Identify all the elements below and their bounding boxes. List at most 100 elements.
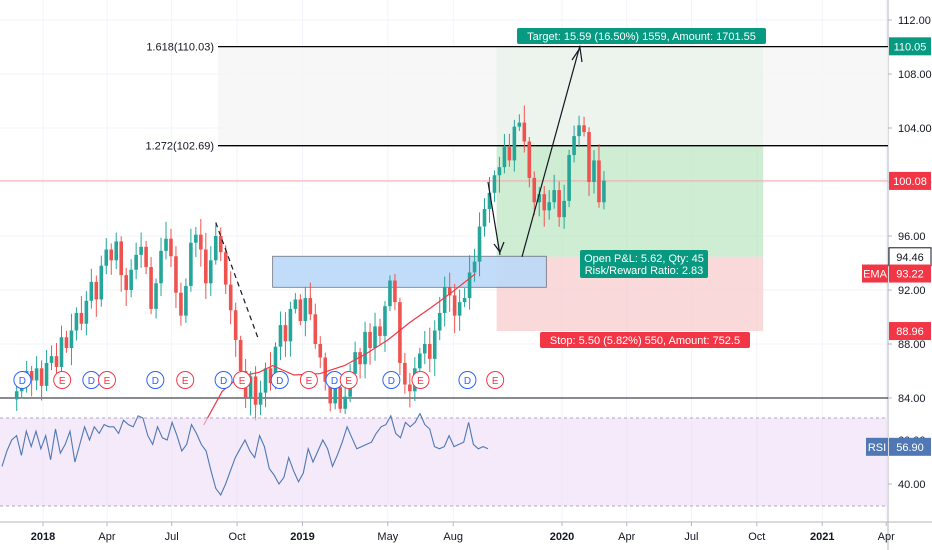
down-arrow-line — [487, 181, 501, 255]
dashed-projection — [215, 222, 259, 338]
dividend-marker — [382, 371, 401, 389]
price-badge — [889, 37, 931, 56]
fib-area — [218, 46, 888, 146]
candle-body — [507, 146, 512, 161]
rsi-name-badge — [866, 437, 888, 456]
dividend-marker — [458, 371, 477, 389]
candle-body — [253, 376, 258, 405]
candle-body — [597, 160, 601, 203]
candle-body — [308, 298, 313, 315]
candle-body — [373, 326, 377, 349]
dividend-marker — [270, 371, 289, 389]
candle-body — [457, 302, 462, 316]
candle-body — [393, 280, 397, 303]
candle-body — [592, 160, 596, 182]
event-marker-label: E — [345, 376, 352, 387]
candle-body — [343, 396, 347, 409]
candle-body — [328, 381, 333, 404]
earnings-marker — [53, 371, 72, 389]
candle-body — [99, 265, 104, 300]
candle-body — [109, 249, 114, 261]
target-label-text: Target: 15.59 (16.50%) 1559, Amount: 170… — [527, 31, 756, 43]
rsi-value-badge — [889, 437, 931, 456]
candle-body — [74, 312, 79, 331]
event-marker-label: E — [492, 376, 499, 387]
rsi-tick-label: 40.00 — [898, 479, 926, 491]
candle-body — [383, 306, 387, 336]
candle-body — [149, 267, 153, 309]
candle-body — [577, 125, 581, 137]
candle-body — [472, 261, 477, 273]
candle-body — [497, 167, 502, 176]
event-marker-label: E — [59, 376, 66, 387]
candle-body — [522, 122, 527, 142]
candle-body — [467, 272, 472, 299]
rsi-line — [1, 412, 489, 497]
candle-body — [273, 346, 278, 384]
candle-body — [59, 337, 64, 367]
candle-body — [368, 331, 372, 349]
candle-body — [288, 308, 293, 342]
candle-body — [174, 256, 178, 293]
event-marker-label: E — [182, 376, 189, 387]
time-tick-label: 2020 — [550, 531, 574, 543]
candle-body — [552, 190, 556, 203]
time-tick-label: Apr — [878, 531, 895, 543]
candle-body — [427, 344, 432, 359]
candle-body — [194, 234, 198, 243]
dividend-marker — [13, 371, 32, 389]
candle-body — [104, 249, 109, 266]
candle-body — [189, 242, 193, 286]
time-tick-label: Apr — [98, 531, 115, 543]
candle-body — [547, 202, 552, 211]
candle-body — [318, 344, 323, 358]
event-marker-label: D — [152, 376, 159, 387]
stop-label-text: Stop: 5.50 (5.82%) 550, Amount: 752.5 — [550, 335, 740, 347]
price-tick-label: 84.00 — [898, 393, 926, 405]
rsi-name-text: RSI — [868, 442, 886, 454]
candle-body — [353, 352, 357, 374]
time-tick-label: Apr — [618, 531, 635, 543]
time-tick-label: Aug — [443, 531, 463, 543]
time-tick-label: Oct — [748, 531, 765, 543]
candle-body — [442, 287, 447, 313]
candle-body — [512, 126, 517, 161]
candle-body — [482, 209, 487, 227]
candle-body — [184, 285, 188, 316]
price-badge — [889, 171, 931, 190]
candle-body — [363, 331, 367, 365]
time-tick-label: Jul — [165, 531, 179, 543]
ema-name-badge — [862, 264, 888, 283]
candle-body — [388, 280, 392, 307]
demand-zone — [272, 255, 547, 288]
candle-body — [218, 236, 223, 253]
event-marker-label: D — [276, 376, 283, 387]
earnings-marker — [486, 371, 505, 389]
price-tick-label: 108.00 — [898, 69, 932, 81]
candle-body — [164, 238, 168, 251]
candle-body — [502, 146, 507, 168]
time-tick-label: Jul — [684, 531, 698, 543]
candle-body — [278, 325, 283, 347]
pnl-label-text: Open P&L: 5.62, Qty: 45 — [584, 253, 704, 265]
dividend-marker — [214, 371, 233, 389]
ema-value-text: 93.22 — [896, 269, 924, 281]
candle-body — [492, 175, 497, 193]
candle-body — [159, 250, 163, 284]
event-marker-label: D — [19, 376, 26, 387]
rsi-band — [0, 418, 888, 506]
down-arrow-head — [493, 241, 505, 254]
candle-body — [144, 246, 148, 268]
event-marker-label: E — [104, 376, 111, 387]
candle-body — [29, 371, 34, 381]
price-tick-label: 92.00 — [898, 285, 926, 297]
stop-label-box — [540, 332, 750, 348]
candle-body — [557, 190, 561, 218]
up-arrow-line — [521, 45, 581, 257]
time-tick-label: Oct — [229, 531, 246, 543]
candle-body — [293, 299, 298, 309]
up-arrow-head — [571, 46, 583, 63]
candle-body — [213, 236, 218, 261]
